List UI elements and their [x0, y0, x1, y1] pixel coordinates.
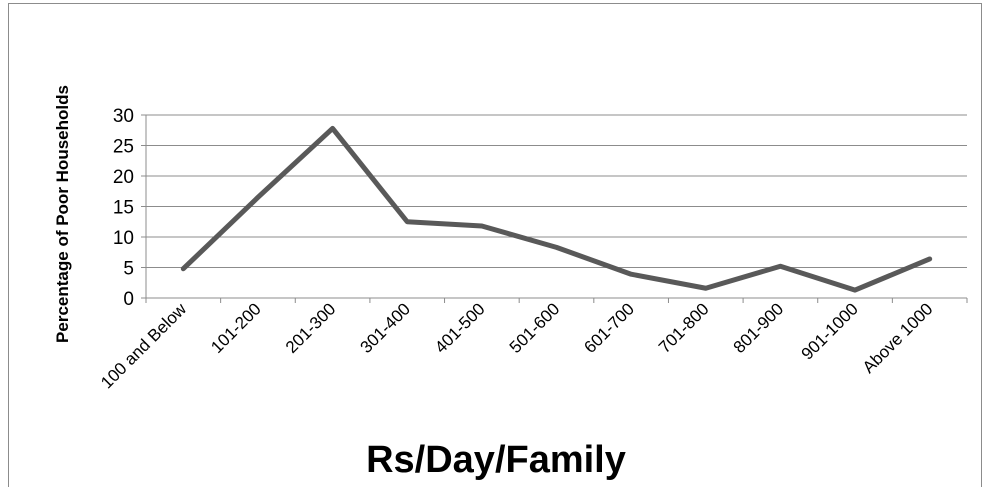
- y-tick-label: 5: [123, 259, 134, 280]
- y-axis-label: Percentage of Poor Households: [53, 85, 72, 343]
- y-tick-label: 10: [113, 228, 134, 249]
- series-lines: [180, 125, 933, 293]
- x-tick-label: 101-200: [207, 299, 265, 357]
- x-tick-label: 801-900: [730, 299, 788, 357]
- y-tick-label: 30: [113, 106, 134, 127]
- gridlines: [146, 114, 967, 268]
- y-tick-label: 20: [113, 167, 134, 188]
- y-tick-label: 0: [123, 289, 134, 310]
- x-tick-label: 201-300: [282, 299, 340, 357]
- x-tick-label: 901-1000: [798, 299, 862, 363]
- x-tick-label: 501-600: [506, 299, 564, 357]
- x-axis-label: Rs/Day/Family: [366, 439, 626, 481]
- x-tick-label: 401-500: [431, 299, 489, 357]
- x-tick-label: Above 1000: [859, 299, 937, 377]
- y-tick-labels: 0 5 10 15 20 25 30: [113, 106, 134, 310]
- x-tick-label: 301-400: [357, 299, 415, 357]
- y-tick-label: 15: [113, 198, 134, 219]
- y-tick-label: 25: [113, 137, 134, 158]
- axes: [141, 114, 968, 303]
- chart-frame: [8, 3, 982, 487]
- x-tick-labels: 100 and Below 101-200 201-300 301-400 401-50…: [97, 299, 936, 392]
- series-line: [180, 125, 933, 293]
- x-tick-label: 100 and Below: [97, 299, 190, 392]
- x-tick-label: 601-700: [580, 299, 638, 357]
- x-tick-label: 701-800: [655, 299, 713, 357]
